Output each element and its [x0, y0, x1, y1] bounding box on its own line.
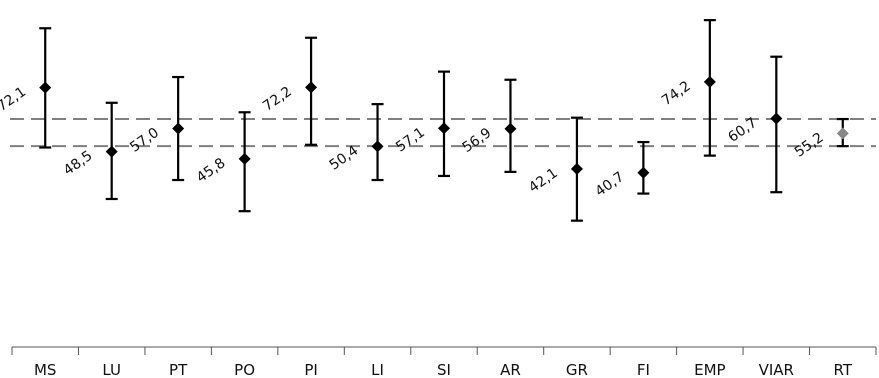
x-tick-label: LI	[371, 361, 384, 378]
data-point	[504, 122, 517, 135]
x-tick-label: EMP	[694, 361, 725, 378]
x-tick-label: MS	[34, 361, 56, 378]
data-label: 42,1	[526, 165, 561, 196]
data-label: 40,7	[593, 169, 628, 200]
data-point	[438, 122, 450, 135]
x-tick-label: SI	[437, 361, 451, 378]
x-axis: MS LU PT PO PI LI SI AR GR FI EMP VIAR RT	[11, 346, 877, 378]
data-label: 45,8	[194, 155, 229, 186]
data-label: 74,2	[659, 78, 694, 109]
data-point	[703, 75, 716, 88]
data-point	[105, 145, 118, 158]
data-point	[172, 122, 185, 135]
data-point	[39, 81, 52, 94]
data-point	[371, 140, 384, 153]
data-labels: 72,1 48,5 57,0 45,8 72,2 50,4 57,1 56,9 42,1 40,7…	[0, 78, 827, 200]
x-tick-label: FI	[637, 361, 650, 378]
data-label: 72,2	[260, 84, 295, 115]
data-label: 57,0	[127, 125, 162, 156]
x-tick-label: VIAR	[759, 361, 794, 378]
x-tick-label: AR	[500, 361, 521, 378]
data-point	[570, 162, 583, 175]
error-bars	[39, 19, 849, 222]
data-label: 56,9	[460, 125, 495, 156]
data-point	[637, 166, 650, 179]
data-label: 72,1	[0, 84, 29, 115]
x-tick-label: PI	[304, 361, 317, 378]
x-tick-label: RT	[834, 361, 853, 378]
data-label: 48,5	[61, 148, 96, 179]
x-tick-label: GR	[566, 361, 588, 378]
data-point	[238, 152, 251, 165]
data-point	[836, 127, 849, 140]
data-label: 57,1	[393, 125, 428, 156]
x-tick-label: PT	[169, 361, 188, 378]
x-tick-label: LU	[102, 361, 121, 378]
data-point	[305, 81, 318, 94]
x-tick-label: PO	[234, 361, 255, 378]
data-label: 55,2	[792, 130, 827, 161]
data-point	[770, 112, 783, 125]
data-label: 50,4	[327, 143, 362, 174]
